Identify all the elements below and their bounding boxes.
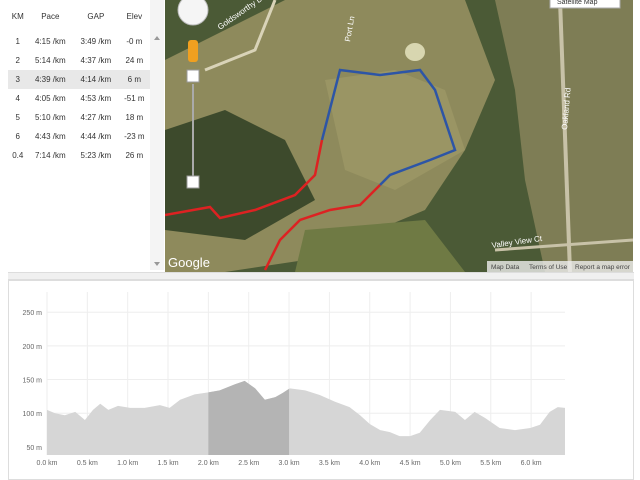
split-row[interactable]: 2 5:14 /km 4:37 /km 24 m	[8, 51, 150, 70]
column-header: KM	[11, 11, 24, 21]
map-link[interactable]: Map Data	[491, 264, 520, 271]
cell: 4	[15, 94, 20, 103]
cell: 3:49 /km	[80, 37, 112, 46]
cell: 4:39 /km	[27, 70, 74, 89]
map-link[interactable]: Report a map error	[575, 264, 631, 271]
street-label: Oakland Rd	[560, 87, 573, 130]
cell: 7:14 /km	[34, 151, 66, 160]
x-tick-label: 4.5 km	[400, 460, 421, 467]
cell: 18 m	[125, 113, 144, 122]
map[interactable]: Goldsworthy Dr Port Ln Oakland Rd Valley…	[165, 0, 633, 272]
map-type: Satellite Map	[557, 0, 598, 6]
highlight	[208, 380, 290, 455]
scroll-arrows	[154, 36, 160, 266]
split-row[interactable]: 6 4:43 /km 4:44 /km -23 m	[8, 127, 150, 146]
split-row[interactable]: 1 4:15 /km 3:49 /km -0 m	[8, 32, 150, 51]
cell: -51 m	[124, 94, 145, 103]
cell: 4:14 /km	[73, 70, 119, 89]
column-header: Elev	[126, 11, 143, 21]
x-tick-label: 1.0 km	[117, 460, 138, 467]
elevation-area	[47, 380, 565, 455]
table-body: 1 4:15 /km 3:49 /km -0 m 2 5:14 /km 4:37 /km 24…	[8, 32, 150, 165]
scrollbar[interactable]	[150, 0, 164, 270]
cell: 4:05 /km	[34, 94, 66, 103]
x-tick-label: 6.0 km	[521, 460, 542, 467]
y-tick-label: 200 m	[23, 344, 43, 351]
splits-table: KM Pace GAP Elev 1 4:15 /km 3:49 /km -0 m 2 5:14 …	[8, 0, 151, 270]
x-tick-label: 1.5 km	[158, 460, 179, 467]
elevation-chart: 50 m 100 m 150 m 200 m 250 m 0.0 km 0.5 km 1.0 …	[8, 280, 634, 480]
cell: 5:14 /km	[34, 56, 66, 65]
x-tick-label: 3.0 km	[279, 460, 300, 467]
cell: 3	[8, 70, 28, 89]
map-type-button[interactable]	[549, 0, 621, 9]
splitter[interactable]	[8, 272, 634, 280]
google-logo: Google	[168, 255, 210, 270]
cell: 5:10 /km	[34, 113, 66, 122]
cell: 4:15 /km	[34, 37, 66, 46]
header-row: KM Pace GAP Elev	[8, 0, 150, 32]
street-label: Port Ln	[343, 15, 356, 42]
split-row[interactable]: 3 4:39 /km 4:14 /km 6 m	[8, 70, 150, 89]
cell: 4:37 /km	[80, 56, 112, 65]
x-tick-label: 0.5 km	[77, 460, 98, 467]
cell: 4:43 /km	[34, 132, 66, 141]
x-tick-label: 2.5 km	[238, 460, 259, 467]
cell: 6	[15, 132, 20, 141]
y-tick-label: 250 m	[23, 310, 43, 317]
column-header: GAP	[87, 11, 105, 21]
map-link[interactable]: Terms of Use	[529, 264, 568, 271]
column-header: Pace	[41, 11, 60, 21]
x-tick-label: 2.0 km	[198, 460, 219, 467]
cell: 6 m	[118, 70, 150, 89]
cell: -0 m	[126, 37, 143, 46]
cell: -23 m	[124, 132, 145, 141]
cell: 26 m	[125, 151, 144, 160]
y-tick-label: 100 m	[23, 411, 43, 418]
cell: 4:27 /km	[80, 113, 112, 122]
x-tick-label: 4.0 km	[359, 460, 380, 467]
split-row[interactable]: 0.4 7:14 /km 5:23 /km 26 m	[8, 146, 150, 165]
cell: 24 m	[125, 56, 144, 65]
cell: 5	[15, 113, 20, 122]
x-tick-label: 3.5 km	[319, 460, 340, 467]
cell: 1	[15, 37, 20, 46]
split-row[interactable]: 5 5:10 /km 4:27 /km 18 m	[8, 108, 150, 127]
cell: 5:23 /km	[80, 151, 112, 160]
cell: 4:44 /km	[80, 132, 112, 141]
x-tick-label: 5.5 km	[480, 460, 501, 467]
y-tick-label: 150 m	[23, 378, 43, 385]
table: KM Pace GAP Elev 1 4:15 /km 3:49 /km -0 m 2 5:14 …	[8, 0, 150, 165]
cell: 0.4	[12, 151, 24, 160]
split-row[interactable]: 4 4:05 /km 4:53 /km -51 m	[8, 89, 150, 108]
cell: 4:53 /km	[80, 94, 112, 103]
y-tick-label: 50 m	[26, 445, 42, 452]
cell: 2	[15, 56, 20, 65]
x-tick-label: 5.0 km	[440, 460, 461, 467]
x-tick-label: 0.0 km	[36, 460, 57, 467]
